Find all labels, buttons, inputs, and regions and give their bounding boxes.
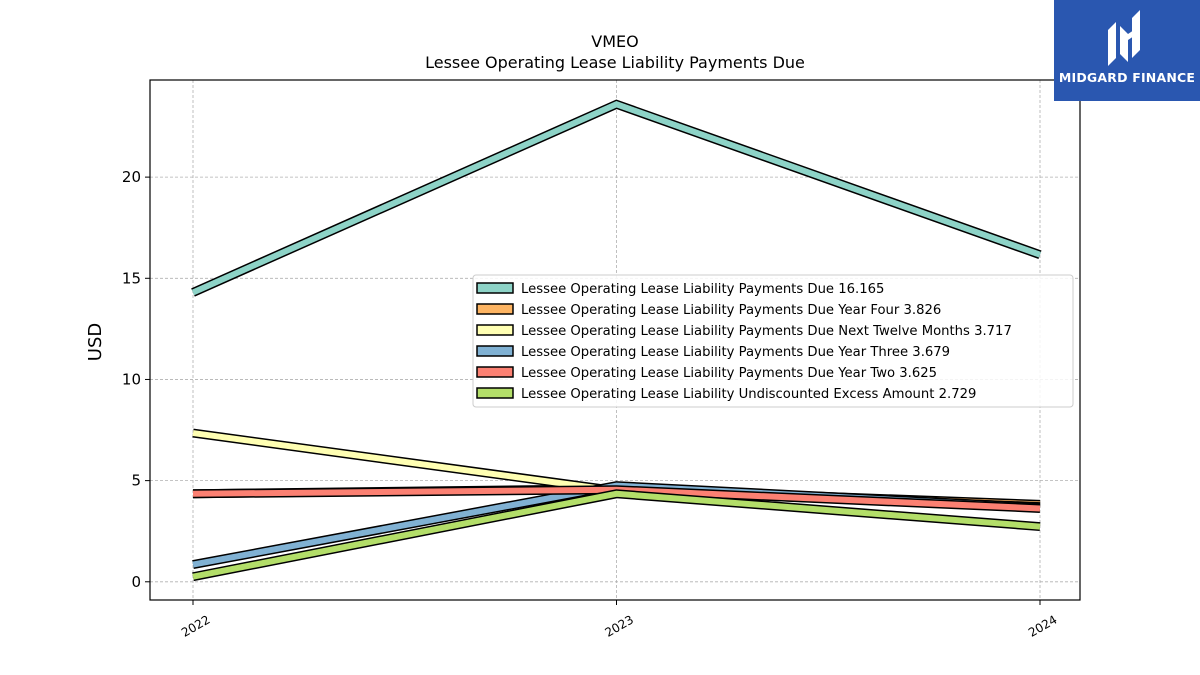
legend-swatch xyxy=(476,366,514,378)
logo-text: MIDGARD FINANCE xyxy=(1058,70,1196,85)
legend-label: Lessee Operating Lease Liability Payment… xyxy=(521,366,937,381)
legend-swatch xyxy=(476,303,514,315)
midgard-finance-logo: MIDGARD FINANCE xyxy=(1054,0,1200,101)
x-tick-label: 2023 xyxy=(603,612,636,639)
x-tick-label: 2024 xyxy=(1026,612,1059,639)
legend: Lessee Operating Lease Liability Payment… xyxy=(472,274,1074,408)
series-lessee-operating-lease-liability-undiscounted-excess-amount xyxy=(192,489,1041,582)
series-layer xyxy=(191,99,1042,582)
legend-label: Lessee Operating Lease Liability Payment… xyxy=(521,282,884,297)
series-line xyxy=(191,101,1042,296)
legend-label: Lessee Operating Lease Liability Undisco… xyxy=(521,387,976,402)
y-axis-label: USD xyxy=(85,323,106,361)
series-lessee-operating-lease-liability-payments-due xyxy=(191,99,1042,297)
y-tick-label: 0 xyxy=(131,573,141,591)
legend-swatch xyxy=(476,345,514,357)
chart-title: VMEO xyxy=(591,32,638,51)
y-tick-label: 15 xyxy=(122,269,141,287)
y-tick-label: 5 xyxy=(131,472,141,490)
legend-label: Lessee Operating Lease Liability Payment… xyxy=(521,324,1012,339)
x-tick-label: 2022 xyxy=(179,612,212,639)
legend-box xyxy=(472,274,1074,408)
y-tick-label: 10 xyxy=(122,370,141,388)
y-tick-label: 20 xyxy=(122,168,141,186)
legend-swatch xyxy=(476,282,514,294)
legend-swatch xyxy=(476,324,514,336)
midgard-logo-icon xyxy=(1108,10,1140,66)
chart-subtitle: Lessee Operating Lease Liability Payment… xyxy=(425,53,805,72)
legend-label: Lessee Operating Lease Liability Payment… xyxy=(521,303,941,318)
legend-swatch xyxy=(476,387,514,399)
legend-label: Lessee Operating Lease Liability Payment… xyxy=(521,345,950,360)
plot-frame xyxy=(149,79,1081,601)
series-line xyxy=(192,490,1041,580)
